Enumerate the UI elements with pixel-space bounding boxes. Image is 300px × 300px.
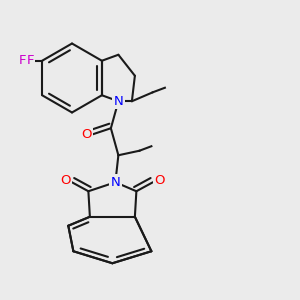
Text: O: O (60, 174, 70, 187)
Text: F: F (26, 54, 34, 67)
Text: O: O (154, 174, 165, 187)
Text: N: N (113, 95, 123, 108)
Text: N: N (110, 176, 120, 189)
Text: O: O (81, 128, 92, 141)
Text: F: F (19, 54, 26, 67)
